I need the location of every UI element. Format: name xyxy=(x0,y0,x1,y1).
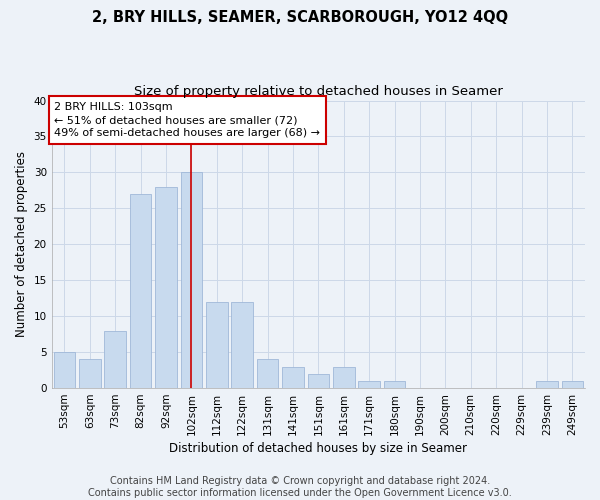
Bar xyxy=(181,172,202,388)
Bar xyxy=(130,194,151,388)
Bar xyxy=(79,360,101,388)
Text: 2 BRY HILLS: 103sqm
← 51% of detached houses are smaller (72)
49% of semi-detach: 2 BRY HILLS: 103sqm ← 51% of detached ho… xyxy=(55,102,320,139)
Bar xyxy=(358,381,380,388)
Bar xyxy=(232,302,253,388)
X-axis label: Distribution of detached houses by size in Seamer: Distribution of detached houses by size … xyxy=(169,442,467,455)
Bar xyxy=(104,330,126,388)
Title: Size of property relative to detached houses in Seamer: Size of property relative to detached ho… xyxy=(134,85,503,98)
Bar xyxy=(333,366,355,388)
Bar xyxy=(562,381,583,388)
Bar xyxy=(257,360,278,388)
Bar xyxy=(155,187,177,388)
Bar xyxy=(384,381,406,388)
Bar xyxy=(308,374,329,388)
Y-axis label: Number of detached properties: Number of detached properties xyxy=(15,152,28,338)
Text: 2, BRY HILLS, SEAMER, SCARBOROUGH, YO12 4QQ: 2, BRY HILLS, SEAMER, SCARBOROUGH, YO12 … xyxy=(92,10,508,25)
Bar xyxy=(282,366,304,388)
Text: Contains HM Land Registry data © Crown copyright and database right 2024.
Contai: Contains HM Land Registry data © Crown c… xyxy=(88,476,512,498)
Bar xyxy=(536,381,557,388)
Bar xyxy=(53,352,75,388)
Bar xyxy=(206,302,227,388)
